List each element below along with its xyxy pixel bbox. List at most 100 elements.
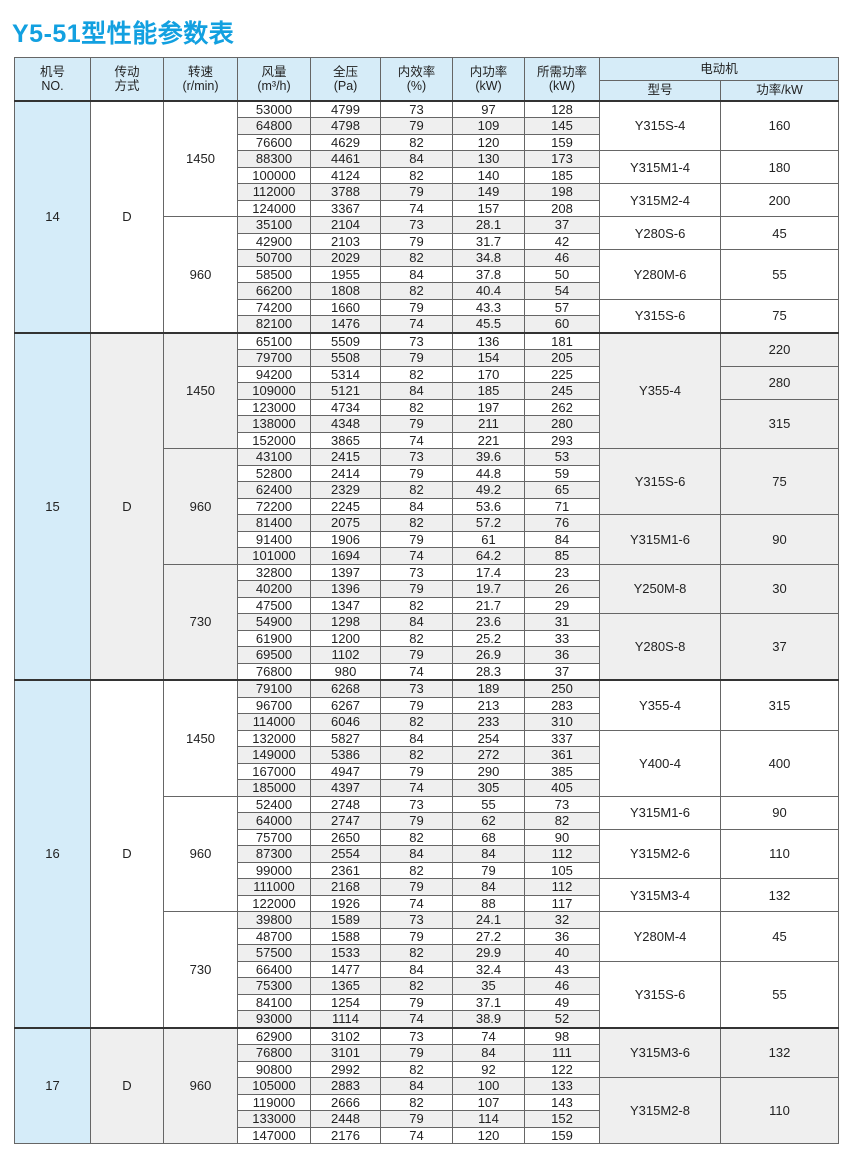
- fan-number: 14: [14, 99, 91, 333]
- table-row: 111000 2168 79 84 112 Y315M3-4 132: [15, 878, 840, 912]
- header-motor-power: 功率/kW: [719, 80, 840, 101]
- pressure: 4629: [310, 133, 381, 151]
- pressure: 2075: [310, 514, 381, 532]
- table-row: 960 43100 2415 73 39.6 53 Y315S-6 75: [15, 448, 840, 565]
- efficiency: 74: [380, 315, 453, 333]
- required-power: 57: [524, 298, 600, 316]
- pressure: 5508: [310, 349, 381, 367]
- required-power: 181: [524, 331, 600, 350]
- inner-power: 213: [452, 696, 525, 714]
- pressure: 2245: [310, 497, 381, 515]
- table-row: 152000 3865 74 221 293: [15, 431, 839, 449]
- efficiency: 82: [380, 398, 453, 416]
- flow: 40200: [237, 580, 311, 598]
- required-power: 59: [524, 464, 600, 482]
- motor-model: Y315M3-4: [599, 878, 721, 912]
- speed: 960: [163, 448, 238, 565]
- pressure: 4799: [310, 99, 381, 118]
- table-row: 90800 2992 82 92 122: [15, 1060, 839, 1078]
- pressure: 1477: [310, 960, 381, 978]
- flow: 124000: [237, 199, 311, 217]
- inner-power: 45.5: [452, 315, 525, 333]
- table-row: 75700 2650 82 68 90 Y315M2-6 110: [15, 828, 840, 879]
- flow: 61900: [237, 629, 311, 647]
- speed: 1450: [163, 99, 238, 217]
- pressure: 2361: [310, 861, 381, 879]
- flow: 147000: [237, 1126, 311, 1144]
- pressure: 6267: [310, 696, 381, 714]
- motor-power: 110: [719, 828, 840, 879]
- efficiency: 79: [380, 415, 453, 433]
- efficiency: 79: [380, 1110, 453, 1128]
- table-row: 138000 4348 79 211 280: [15, 415, 839, 433]
- inner-power: 84: [452, 1044, 525, 1062]
- inner-power: 120: [452, 133, 525, 151]
- flow: 35100: [237, 216, 311, 234]
- inner-power: 189: [452, 679, 525, 698]
- inner-power: 130: [452, 150, 525, 168]
- efficiency: 84: [380, 845, 453, 863]
- required-power: 143: [524, 1093, 600, 1111]
- required-power: 152: [524, 1110, 600, 1128]
- flow: 39800: [237, 911, 311, 929]
- required-power: 98: [524, 1026, 600, 1045]
- flow: 53000: [237, 99, 311, 118]
- pressure: 1254: [310, 993, 381, 1011]
- efficiency: 74: [380, 431, 453, 449]
- motor-model: Y315S-6: [599, 298, 721, 333]
- table-row: 75300 1365 82 35 46: [15, 977, 839, 995]
- inner-power: 154: [452, 349, 525, 367]
- table-row: 54900 1298 84 23.6 31 Y280S-8 37: [15, 613, 840, 681]
- inner-power: 290: [452, 762, 525, 780]
- header-efficiency: 内效率 (%): [380, 57, 453, 101]
- required-power: 337: [524, 729, 600, 747]
- inner-power: 62: [452, 812, 525, 830]
- efficiency: 82: [380, 977, 453, 995]
- required-power: 36: [524, 927, 600, 945]
- table-row: 149000 5386 82 272 361: [15, 746, 839, 764]
- pressure: 3367: [310, 199, 381, 217]
- table-row: 66400 1477 84 32.4 43 Y315S-6 55: [15, 960, 840, 1028]
- efficiency: 79: [380, 878, 453, 896]
- motor-model: Y400-4: [599, 729, 721, 797]
- efficiency: 74: [380, 1010, 453, 1028]
- efficiency: 82: [380, 596, 453, 614]
- flow: 112000: [237, 183, 311, 201]
- inner-power: 79: [452, 861, 525, 879]
- pressure: 1200: [310, 629, 381, 647]
- inner-power: 185: [452, 382, 525, 400]
- required-power: 117: [524, 894, 600, 912]
- efficiency: 82: [380, 133, 453, 151]
- flow: 66200: [237, 282, 311, 300]
- pressure: 1114: [310, 1010, 381, 1028]
- flow: 167000: [237, 762, 311, 780]
- required-power: 122: [524, 1060, 600, 1078]
- flow: 65100: [237, 331, 311, 350]
- inner-power: 40.4: [452, 282, 525, 300]
- flow: 76600: [237, 133, 311, 151]
- required-power: 42: [524, 232, 600, 250]
- table-row: 48700 1588 79 27.2 36: [15, 927, 839, 945]
- motor-model: Y315M2-4: [599, 183, 721, 217]
- efficiency: 79: [380, 530, 453, 548]
- inner-power: 29.9: [452, 944, 525, 962]
- inner-power: 37.1: [452, 993, 525, 1011]
- pressure: 1926: [310, 894, 381, 912]
- header-speed: 转速 (r/min): [163, 57, 238, 101]
- inner-power: 170: [452, 365, 525, 383]
- fan-number: 16: [14, 679, 91, 1028]
- efficiency: 79: [380, 762, 453, 780]
- fan-number: 15: [14, 331, 91, 681]
- inner-power: 254: [452, 729, 525, 747]
- pressure: 1906: [310, 530, 381, 548]
- required-power: 76: [524, 514, 600, 532]
- required-power: 250: [524, 679, 600, 698]
- efficiency: 73: [380, 679, 453, 698]
- inner-power: 100: [452, 1077, 525, 1095]
- required-power: 185: [524, 166, 600, 184]
- speed: 1450: [163, 679, 238, 797]
- flow: 76800: [237, 662, 311, 681]
- table-row: 64800 4798 79 109 145: [15, 117, 839, 135]
- header-inner-power: 内功率 (kW): [452, 57, 525, 101]
- required-power: 112: [524, 878, 600, 896]
